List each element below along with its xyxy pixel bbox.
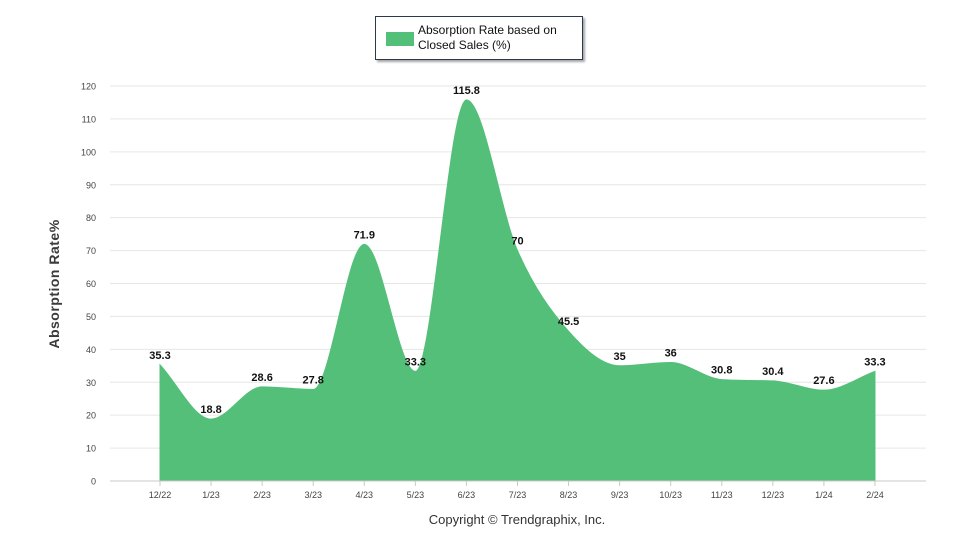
x-tick-label: 11/23 [711,490,733,500]
x-tick-label: 12/22 [149,490,172,500]
y-tick-label: 60 [86,279,96,289]
y-tick-label: 10 [86,444,96,454]
x-tick-labels: 12/22 1/23 2/23 3/23 4/23 5/23 6/23 7/23 8/23 9/2… [149,490,884,500]
x-tick-label: 2/23 [253,490,271,500]
y-axis-title: Absorption Rate% [46,219,62,349]
data-label: 27.6 [813,375,834,387]
x-tick-label: 10/23 [659,490,682,500]
data-label: 71.9 [354,229,375,241]
x-tick-label: 3/23 [304,490,322,500]
copyright-footer: Copyright © Trendgraphix, Inc. [428,512,606,527]
legend-label-line1: Absorption Rate based on [418,23,557,37]
x-tick-label: 2/24 [866,490,884,500]
y-tick-label: 30 [86,378,96,388]
legend-label: Absorption Rate based on Closed Sales (%… [418,23,578,53]
y-tick-label: 90 [86,180,96,190]
series-area [159,99,876,482]
legend: Absorption Rate based on Closed Sales (%… [375,16,583,60]
y-tick-label: 120 [81,82,96,92]
data-label: 36 [665,348,677,360]
y-tick-label: 80 [86,213,96,223]
data-label: 45.5 [558,316,579,328]
y-tick-label: 110 [82,114,96,124]
x-tick-label: 1/24 [815,490,833,500]
data-label: 70 [511,236,523,248]
x-tick-label: 4/23 [356,490,374,500]
x-tick-label: 9/23 [611,490,629,500]
data-label: 33.3 [405,356,426,368]
y-tick-label: 20 [86,411,96,421]
data-label: 33.3 [864,356,885,368]
y-tick-label: 70 [86,246,96,256]
data-label: 35 [614,351,626,363]
x-tick-label: 6/23 [458,490,476,500]
axes [110,480,926,486]
data-label: 115.8 [453,85,480,97]
legend-label-line2: Closed Sales (%) [418,38,511,52]
x-tick-label: 1/23 [202,490,220,500]
x-tick-label: 5/23 [407,490,425,500]
y-tick-label: 0 [91,477,96,487]
legend-swatch [386,32,414,46]
y-tick-label: 40 [86,345,96,355]
data-label: 18.8 [200,404,221,416]
series-area-path [159,99,876,482]
y-tick-label: 100 [81,147,96,157]
data-label: 28.6 [251,372,272,384]
data-label: 30.4 [762,366,784,378]
data-label: 27.8 [302,374,323,386]
y-tick-label: 50 [86,312,96,322]
x-tick-label: 12/23 [762,490,785,500]
data-label: 35.3 [149,350,170,362]
x-tick-label: 7/23 [509,490,527,500]
data-label: 30.8 [711,365,732,377]
x-tick-label: 8/23 [560,490,578,500]
y-tick-labels: 0 10 20 30 40 50 60 70 80 90 100 110 120 [81,82,96,487]
data-labels: 35.3 18.8 28.6 27.8 71.9 33.3 115.8 70 45.5 35 36 3… [149,85,885,416]
